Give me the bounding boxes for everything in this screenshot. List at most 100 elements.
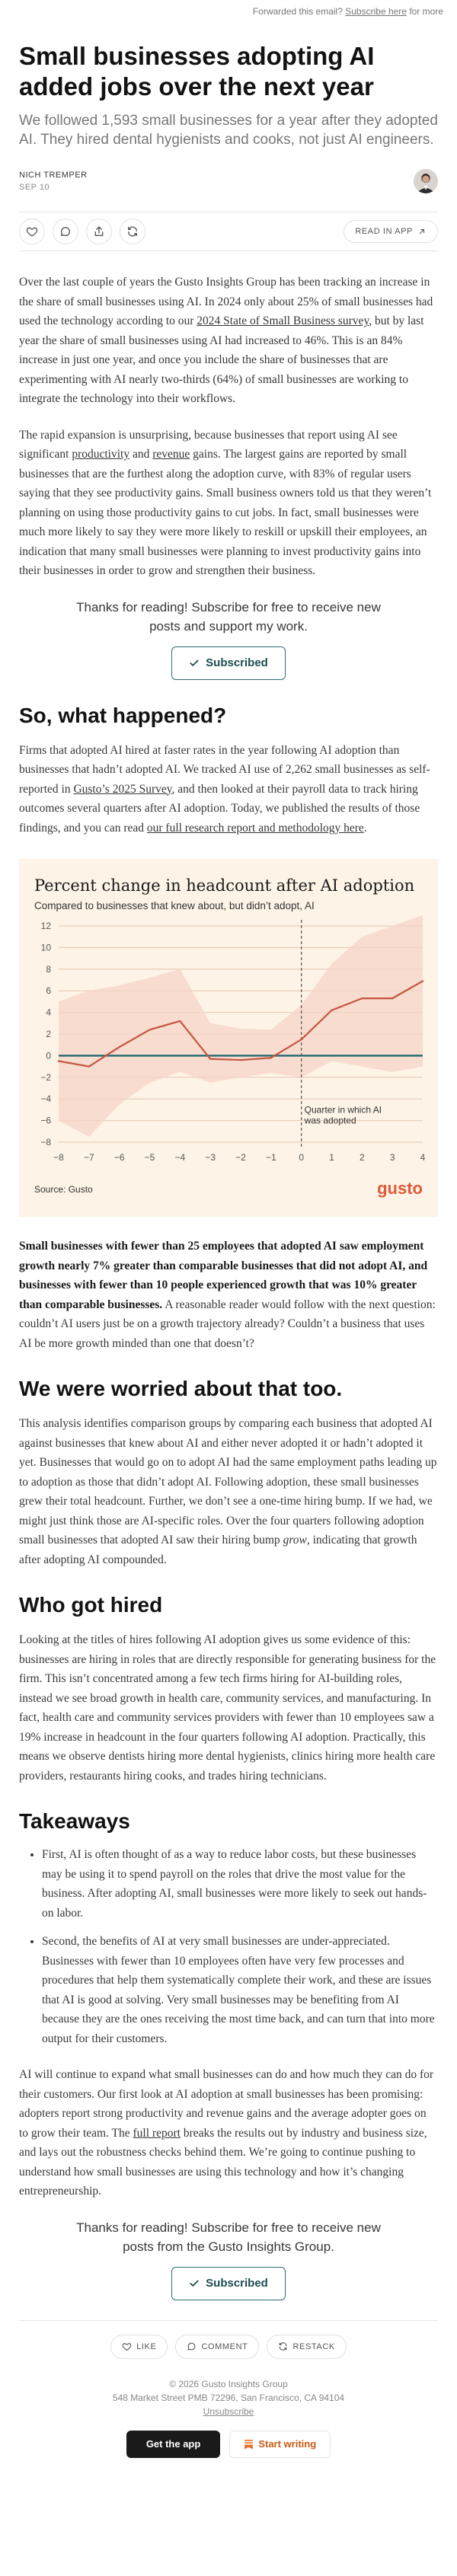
y-tick-label: 4	[46, 1007, 51, 1018]
survey-link[interactable]: 2024 State of Small Business survey	[197, 314, 369, 327]
paragraph-text: breaks the results out by industry and b…	[19, 2126, 427, 2198]
data-point	[421, 980, 424, 982]
like-pill-button[interactable]: LIKE	[110, 2334, 168, 2359]
headcount-chart[interactable]: Percent change in headcount after AI ado…	[19, 859, 438, 1217]
post-container: Small businesses adopting AI added jobs …	[0, 41, 457, 2473]
paragraph-text: The rapid expansion is unsurprising, bec…	[19, 428, 398, 461]
y-tick-label: 12	[41, 921, 52, 931]
footer-action-bar: LIKE COMMENT RESTACK	[19, 2319, 438, 2359]
check-icon	[190, 2280, 199, 2287]
subscribe-widget-bottom: Thanks for reading! Subscribe for free t…	[19, 2218, 438, 2300]
x-tick-label: −4	[174, 1152, 185, 1163]
data-point	[270, 1057, 273, 1059]
chart-source: Source: Gusto	[34, 1184, 93, 1195]
heart-icon	[26, 227, 38, 237]
x-tick-label: −2	[235, 1152, 246, 1163]
confidence-band	[59, 915, 423, 1137]
restack-button[interactable]	[120, 219, 145, 244]
y-tick-label: −6	[40, 1116, 51, 1126]
paragraph-text: , indicating that growth after adopting …	[19, 1534, 417, 1566]
chart-title: Percent change in headcount after AI ado…	[34, 876, 414, 895]
paragraph-text: Over the last couple of years the Gusto …	[19, 276, 433, 327]
chart-svg: Percent change in headcount after AI ado…	[34, 876, 426, 1198]
paragraph-text: and	[129, 448, 153, 461]
subscribe-here-link[interactable]: Subscribe here	[345, 6, 407, 17]
paragraph-italic: grow	[283, 1534, 307, 1547]
gusto-logo: gusto	[377, 1179, 423, 1198]
paragraph-conclusion: AI will continue to expand what small bu…	[19, 2065, 438, 2201]
paragraph-text: AI will continue to expand what small bu…	[19, 2068, 434, 2140]
data-point	[149, 1029, 151, 1031]
start-writing-label: Start writing	[258, 2438, 317, 2450]
y-tick-label: 2	[46, 1029, 51, 1039]
paragraph-text: A reasonable reader would follow with th…	[19, 1298, 436, 1350]
y-tick-label: −2	[40, 1072, 51, 1083]
x-tick-label: −6	[114, 1152, 125, 1163]
revenue-link[interactable]: revenue	[152, 448, 190, 461]
paragraph-expansion: The rapid expansion is unsurprising, bec…	[19, 426, 438, 581]
data-point	[239, 1058, 242, 1061]
restack-icon	[280, 2342, 287, 2351]
read-in-app-button[interactable]: READ IN APP	[344, 220, 438, 243]
list-item: First, AI is often thought of as a way t…	[42, 1845, 438, 1923]
y-tick-label: −8	[40, 1137, 51, 1148]
paragraph-text: .	[363, 821, 367, 835]
full-report-link[interactable]: full report	[133, 2126, 181, 2140]
comment-pill-button[interactable]: COMMENT	[175, 2334, 260, 2359]
x-tick-label: −7	[84, 1152, 94, 1163]
x-tick-label: 4	[420, 1152, 426, 1163]
y-tick-label: 10	[41, 942, 52, 953]
y-tick-label: 8	[46, 964, 51, 975]
heading-worried: We were worried about that too.	[19, 1377, 343, 1400]
paragraph-growth: Small businesses with fewer than 25 empl…	[19, 1237, 438, 1353]
share-button[interactable]	[86, 219, 112, 244]
data-point	[118, 1045, 120, 1049]
author-name[interactable]: NICH TREMPER	[19, 171, 88, 180]
x-tick-label: −3	[205, 1152, 216, 1163]
x-tick-label: −1	[266, 1152, 276, 1163]
paragraph-analysis: This analysis identifies comparison grou…	[19, 1414, 438, 1569]
subscribed-label: Subscribed	[206, 656, 268, 669]
paragraph-text: , and then looked at their payroll data …	[19, 782, 420, 835]
takeaways-list: First, AI is often thought of as a way t…	[19, 1845, 438, 2048]
subscribe-text: Thanks for reading! Subscribe for free t…	[76, 2220, 381, 2254]
start-writing-button[interactable]: Start writing	[229, 2430, 331, 2458]
paragraph-text: , but by last year the share of small bu…	[19, 314, 424, 405]
paragraph-text: This analysis identifies comparison grou…	[19, 1417, 437, 1547]
like-button[interactable]	[19, 219, 45, 244]
comment-label: COMMENT	[201, 2341, 248, 2351]
research-report-link[interactable]: our full research report and methodology…	[146, 821, 364, 835]
restack-pill-button[interactable]: RESTACK	[267, 2334, 347, 2359]
unsubscribe-link[interactable]: Unsubscribe	[203, 2405, 254, 2417]
comment-icon	[61, 227, 70, 236]
paragraph-findings: Firms that adopted AI hired at faster ra…	[19, 741, 438, 838]
post-title[interactable]: Small businesses adopting AI added jobs …	[19, 42, 375, 101]
x-tick-label: 0	[299, 1152, 304, 1163]
copyright-text: © 2026 Gusto Insights Group	[169, 2378, 288, 2389]
subscribed-button[interactable]: Subscribed	[171, 2266, 286, 2300]
survey-2025-link[interactable]: Gusto’s 2025 Survey	[73, 782, 172, 796]
y-tick-label: −4	[40, 1093, 51, 1104]
get-the-app-button[interactable]: Get the app	[126, 2430, 221, 2458]
x-tick-label: 1	[329, 1152, 334, 1163]
comment-button[interactable]	[53, 219, 78, 244]
x-tick-label: 3	[390, 1152, 395, 1163]
chart-annotation: Quarter in which AI was adopted	[304, 1105, 382, 1126]
forward-suffix: for more	[409, 6, 443, 17]
data-point	[88, 1065, 91, 1068]
comment-icon	[187, 2342, 196, 2351]
action-bar: READ IN APP	[19, 212, 438, 251]
post-date: SEP 10	[19, 183, 50, 192]
heading-what-happened: So, what happened?	[19, 703, 227, 727]
subscribed-button[interactable]: Subscribed	[171, 646, 286, 680]
heading-who-got-hired: Who got hired	[19, 1593, 163, 1617]
productivity-link[interactable]: productivity	[72, 448, 130, 461]
avatar[interactable]	[414, 169, 438, 193]
chart-subtitle: Compared to businesses that knew about, …	[34, 900, 315, 911]
byline: NICH TREMPER SEP 10	[19, 164, 438, 198]
data-point	[209, 1058, 212, 1060]
avatar-image	[414, 169, 438, 193]
x-tick-label: 2	[360, 1152, 365, 1163]
share-icon	[94, 226, 104, 236]
paragraph-text: Firms that adopted AI hired at faster ra…	[19, 743, 430, 796]
